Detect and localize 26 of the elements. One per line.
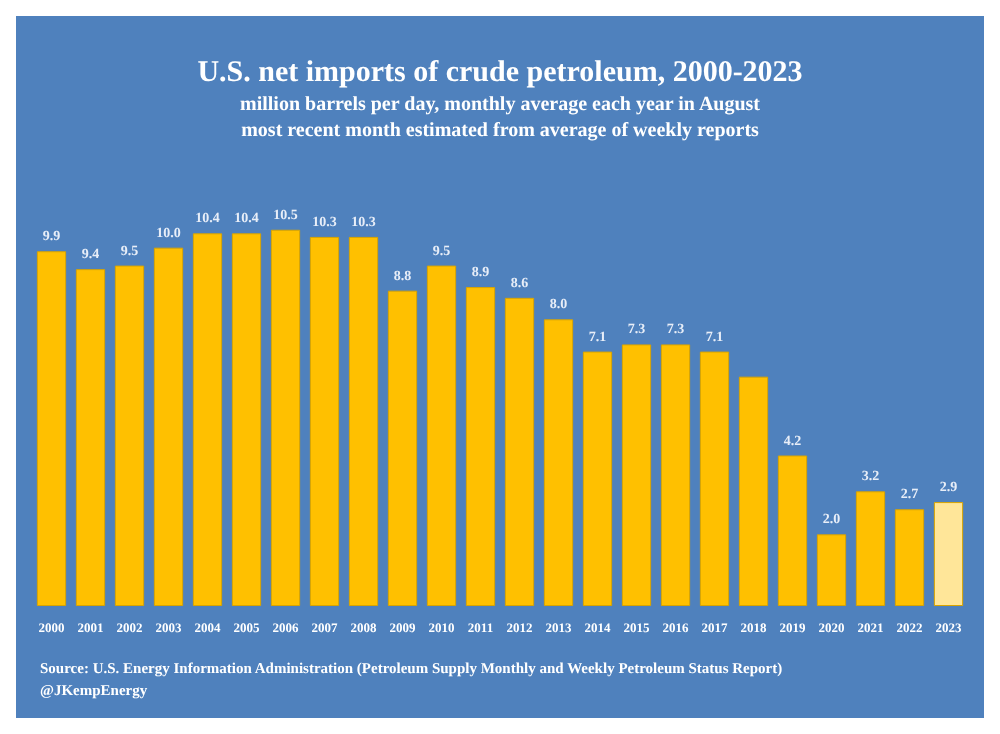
bar [465, 287, 496, 606]
chart-subtitle: million barrels per day, monthly average each year in August most recent month estimated from average of weekly reports [239, 94, 762, 142]
bar [192, 233, 223, 606]
bar [36, 251, 67, 606]
bar [933, 502, 964, 606]
bar [855, 491, 886, 606]
bar [504, 297, 535, 606]
bar [114, 265, 145, 606]
bar [582, 351, 613, 606]
bar [75, 269, 106, 606]
bar [153, 247, 184, 606]
bar [660, 344, 691, 606]
bar [348, 236, 379, 606]
bar [699, 351, 730, 606]
bar [270, 229, 301, 606]
bar [309, 236, 340, 606]
bar [543, 319, 574, 606]
bar [738, 376, 769, 606]
bar [387, 290, 418, 606]
bar [426, 265, 457, 606]
bar [816, 534, 847, 606]
bar [894, 509, 925, 606]
chart-title: U.S. net imports of crude petroleum, 2000-2023 [197, 57, 803, 89]
bar [231, 233, 262, 606]
bar [777, 455, 808, 606]
bar [621, 344, 652, 606]
